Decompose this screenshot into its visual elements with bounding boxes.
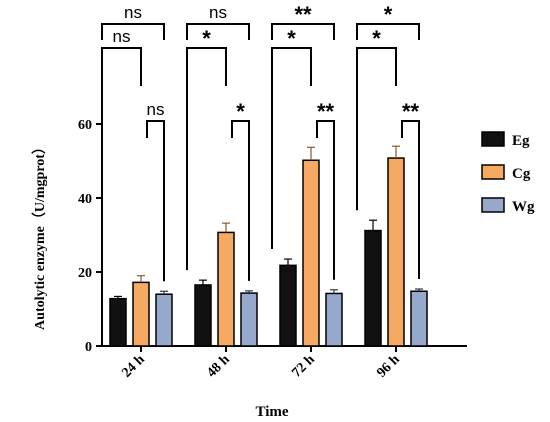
bar-wg: [325, 292, 343, 347]
bracket-eg-wg: [186, 23, 250, 40]
significance-label: ns: [113, 27, 131, 46]
legend-label-eg: Eg: [512, 133, 530, 149]
significance-label: *: [236, 99, 245, 124]
bar-wg: [410, 290, 428, 347]
bracket-eg-cg: [356, 47, 397, 211]
y-axis-label: Autolytic enzyme（U/mgprot）: [32, 140, 48, 330]
bracket-eg-wg: [271, 23, 335, 40]
bracket-eg-cg: [186, 47, 227, 271]
bar-eg: [109, 297, 127, 347]
significance-label: *: [287, 26, 296, 51]
legend-swatch-eg: [481, 131, 505, 147]
x-tick-label: 72 h: [289, 352, 318, 381]
bracket-eg-cg: [271, 47, 312, 250]
significance-label: ns: [124, 3, 142, 22]
legend-label-wg: Wg: [512, 199, 535, 215]
bracket-cg-wg: [146, 120, 165, 282]
bracket-cg-wg: [231, 120, 250, 281]
significance-label: ns: [209, 3, 227, 22]
bar-cg: [132, 281, 150, 347]
bracket-eg-wg: [356, 23, 420, 40]
significance-label: **: [294, 2, 312, 27]
significance-label: **: [317, 99, 335, 124]
y-tick-label: 0: [85, 340, 92, 355]
bracket-cg-wg: [316, 120, 335, 280]
bar-cg: [217, 231, 235, 347]
bracket-eg-wg: [101, 23, 165, 40]
bar-eg: [364, 229, 382, 347]
bar-cg: [302, 159, 320, 347]
bar-cg: [387, 157, 405, 347]
significance-label: **: [402, 99, 420, 124]
significance-label: *: [372, 26, 381, 51]
legend-swatch-cg: [481, 164, 505, 180]
significance-label: ns: [147, 100, 165, 119]
x-tick-label: 48 h: [204, 352, 233, 381]
bar-wg: [155, 293, 173, 347]
x-tick-label: 96 h: [374, 352, 403, 381]
y-tick-label: 60: [78, 118, 92, 133]
x-tick-label: 24 h: [119, 352, 148, 381]
significance-label: *: [202, 26, 211, 51]
bar-eg: [279, 264, 297, 347]
significance-label: *: [384, 2, 393, 27]
bar-wg: [240, 292, 258, 347]
bar-eg: [194, 284, 212, 347]
y-tick-label: 20: [78, 266, 92, 281]
x-axis-label: Time: [255, 404, 288, 420]
legend-label-cg: Cg: [512, 166, 531, 182]
bracket-cg-wg: [401, 120, 420, 280]
bracket-eg-cg: [101, 47, 142, 287]
legend-swatch-wg: [481, 197, 505, 213]
y-tick-label: 40: [78, 192, 92, 207]
